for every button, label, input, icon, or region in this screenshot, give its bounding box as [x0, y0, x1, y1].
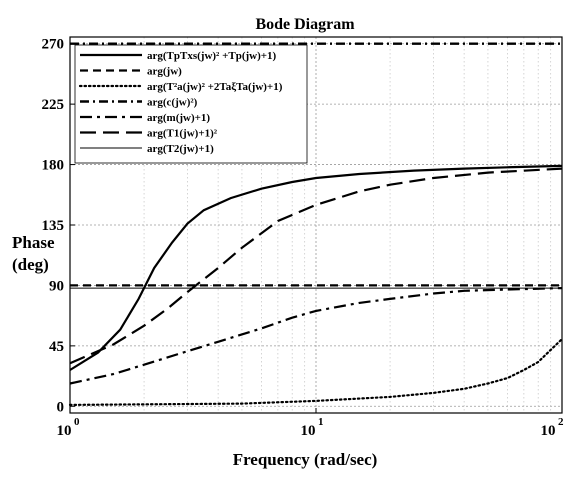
x-tick-exponent: 1: [318, 416, 324, 428]
series-line-5: [69, 287, 563, 385]
series-line-3: [68, 338, 564, 406]
x-tick-base: 10: [541, 423, 556, 439]
x-tick-label: 101: [301, 416, 324, 439]
x-tick-base: 10: [301, 423, 316, 439]
legend-label: arg(m(jw)+1): [147, 112, 210, 124]
y-axis-label-line1: Phase: [12, 233, 55, 252]
y-tick-label: 180: [42, 158, 65, 174]
y-tick-label: 270: [42, 37, 65, 53]
legend-label: arg(T1(jw)+1)²: [147, 128, 218, 140]
legend-label: arg(c(jw)²): [147, 97, 198, 109]
x-tick-label: 100: [57, 416, 81, 439]
legend-label: arg(jw): [147, 66, 182, 78]
y-axis-label-line2: (deg): [12, 255, 49, 274]
y-tick-label: 225: [42, 97, 65, 113]
x-tick-label: 102: [541, 416, 565, 439]
legend-label: arg(TpTxs(jw)² +Tp(jw)+1): [147, 50, 277, 62]
y-tick-label: 0: [57, 399, 65, 415]
series-line-6: [69, 167, 563, 365]
x-axis-label: Frequency (rad/sec): [233, 450, 378, 469]
chart-title: Bode Diagram: [255, 16, 355, 33]
x-tick-exponent: 0: [74, 416, 80, 428]
series-line-1: [69, 164, 563, 371]
y-tick-label: 45: [49, 339, 64, 355]
series-lines: [68, 42, 564, 406]
y-tick-label: 90: [49, 278, 64, 294]
y-tick-label: 135: [42, 218, 65, 234]
x-tick-exponent: 2: [558, 416, 564, 428]
legend-box: [74, 44, 308, 164]
legend: arg(TpTxs(jw)² +Tp(jw)+1) arg(jw) arg(T²a(…: [74, 44, 308, 164]
legend-label: arg(T²a(jw)² +2TaξTa(jw)+1): [147, 81, 283, 93]
x-tick-base: 10: [57, 423, 72, 439]
legend-label: arg(T2(jw)+1): [147, 143, 214, 155]
